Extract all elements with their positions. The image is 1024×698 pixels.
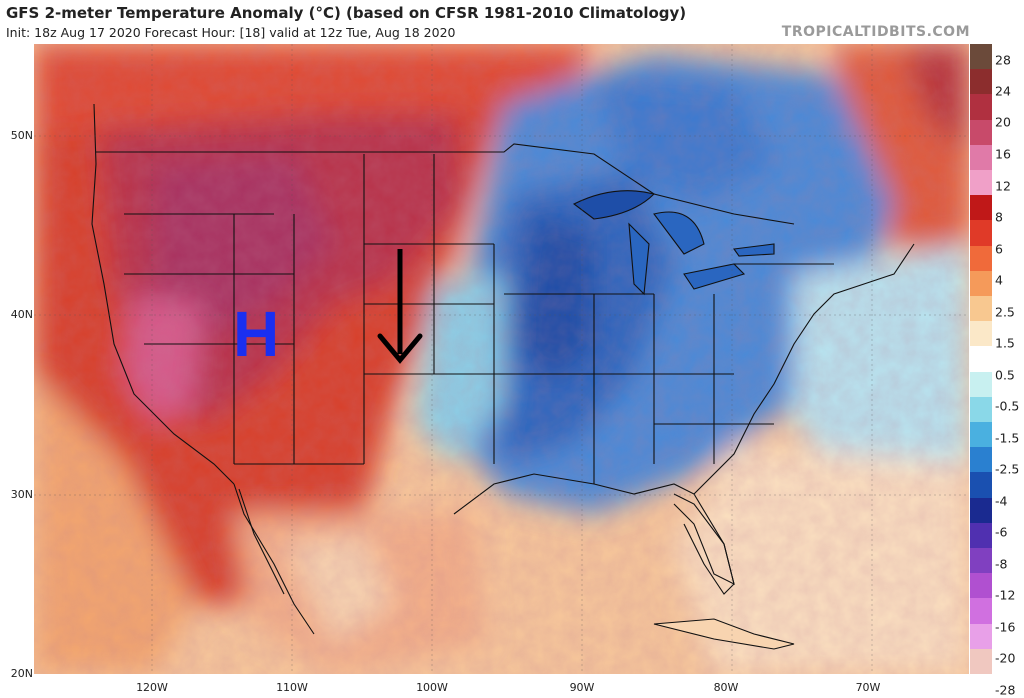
color-scale-label: 2.5: [995, 304, 1015, 320]
color-scale-swatch: [970, 321, 992, 347]
lon-label-120w: 120W: [136, 681, 168, 694]
color-scale-label: -6: [995, 524, 1008, 540]
color-scale-label: 16: [995, 146, 1011, 162]
color-scale-swatch: [970, 220, 992, 247]
lat-label-50n: 50N: [10, 129, 33, 142]
color-scale-swatch: [970, 648, 992, 675]
color-scale-label: -16: [995, 619, 1016, 635]
color-scale-label: 6: [995, 241, 1003, 257]
map-canvas: [34, 44, 969, 674]
high-pressure-label: H: [233, 298, 280, 370]
color-scale-bar: [970, 44, 992, 675]
color-scale-swatch: [970, 94, 992, 121]
color-scale-swatch: [970, 447, 992, 473]
color-scale-label: 4: [995, 272, 1003, 288]
color-scale-label: -2.5: [995, 461, 1020, 477]
color-scale-swatch: [970, 522, 992, 549]
color-scale-label: -4: [995, 493, 1008, 509]
lon-label-70w: 70W: [855, 681, 881, 694]
site-watermark[interactable]: TROPICALTIDBITS.COM: [781, 24, 970, 40]
lon-label-90w: 90W: [569, 681, 595, 694]
color-scale-swatch: [970, 396, 992, 423]
lat-label-20n: 20N: [10, 667, 33, 680]
color-scale-label: 0.5: [995, 367, 1015, 383]
color-scale-label: -1.5: [995, 430, 1020, 446]
color-scale-swatch: [970, 623, 992, 650]
lon-label-110w: 110W: [276, 681, 308, 694]
lon-label-100w: 100W: [416, 681, 448, 694]
color-scale-label: 20: [995, 114, 1011, 130]
color-scale-swatch: [970, 144, 992, 171]
color-scale-label: -28: [995, 682, 1016, 698]
color-scale-label: -12: [995, 587, 1016, 603]
color-scale-label: 1.5: [995, 335, 1015, 351]
color-scale-swatch: [970, 195, 992, 221]
chart-subtitle: Init: 18z Aug 17 2020 Forecast Hour: [18…: [6, 25, 456, 40]
down-arrow-icon: [377, 249, 423, 364]
anomaly-map: [34, 44, 969, 674]
color-scale-label: -20: [995, 650, 1016, 666]
color-scale-swatch: [970, 422, 992, 448]
chart-title: GFS 2-meter Temperature Anomaly (°C) (ba…: [6, 4, 687, 22]
lat-label-30n: 30N: [10, 488, 33, 501]
color-scale-swatch: [970, 245, 992, 272]
color-scale-swatch: [970, 44, 992, 70]
color-scale-swatch: [970, 119, 992, 146]
color-scale-label: 28: [995, 52, 1011, 68]
color-scale-label: -0.5: [995, 398, 1020, 414]
lat-label-40n: 40N: [10, 308, 33, 321]
color-scale-swatch: [970, 170, 992, 196]
color-scale-swatch: [970, 69, 992, 95]
color-scale-swatch: [970, 346, 992, 373]
lon-label-80w: 80W: [713, 681, 739, 694]
color-scale-label: 8: [995, 209, 1003, 225]
political-boundaries: [91, 103, 915, 650]
color-scale-label: 12: [995, 178, 1011, 194]
color-scale-swatch: [970, 371, 992, 398]
color-scale-swatch: [970, 573, 992, 599]
color-scale-swatch: [970, 548, 992, 574]
color-scale-swatch: [970, 296, 992, 322]
color-scale-swatch: [970, 497, 992, 524]
color-scale-label: -8: [995, 556, 1008, 572]
color-scale-label: 24: [995, 83, 1011, 99]
color-scale-swatch: [970, 598, 992, 625]
color-scale-swatch: [970, 472, 992, 499]
color-scale-swatch: [970, 270, 992, 297]
